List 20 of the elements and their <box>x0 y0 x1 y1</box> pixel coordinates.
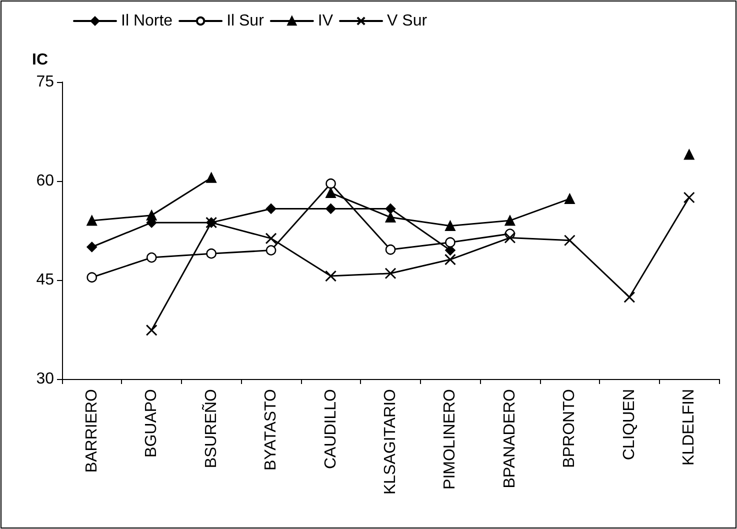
x-tick-label: BPANADERO <box>501 389 518 488</box>
y-axis-title: IC <box>32 52 48 68</box>
legend-label: Il Sur <box>226 12 265 30</box>
x-tick-label: CAUDILLO <box>322 389 340 470</box>
legend-label: Il Norte <box>121 12 173 30</box>
x-tick-label: KLSAGITARIO <box>382 389 399 495</box>
x-tick-label: BARRIERO <box>83 389 100 473</box>
x-tick-label: BGUAPO <box>143 389 160 458</box>
y-tick-label: 60 <box>36 172 54 190</box>
x-tick-label: CLIQUEN <box>620 389 638 460</box>
legend-label: IV <box>318 12 334 30</box>
x-tick-label: BYATASTO <box>262 389 280 470</box>
y-tick-label: 75 <box>36 74 54 90</box>
x-tick-label: KLDELFIN <box>680 389 698 466</box>
legend-label: V Sur <box>387 12 428 30</box>
y-tick-label: 45 <box>36 272 54 288</box>
x-tick-label: BSUREÑO <box>200 389 220 468</box>
y-tick-label: 30 <box>36 370 54 388</box>
x-tick-label: PIMOLINERO <box>442 389 459 490</box>
x-tick-label: BPRONTO <box>561 389 578 468</box>
